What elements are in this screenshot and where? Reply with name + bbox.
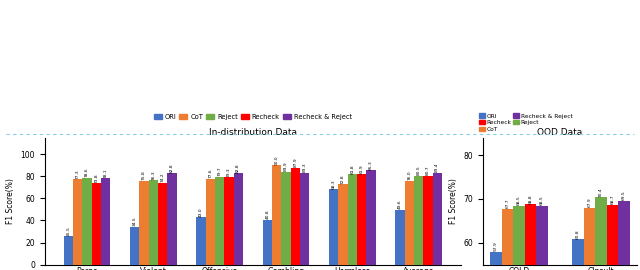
Text: 90.0: 90.0	[275, 155, 278, 165]
Bar	[167, 173, 177, 265]
Text: 76.0: 76.0	[408, 171, 412, 180]
Text: 78.1: 78.1	[104, 168, 108, 178]
Text: 67.7: 67.7	[506, 199, 509, 208]
Text: 43.0: 43.0	[199, 207, 203, 217]
Text: 87.9: 87.9	[293, 157, 297, 167]
Text: 68.7: 68.7	[611, 194, 614, 204]
Text: 79.3: 79.3	[227, 167, 231, 177]
Bar	[282, 172, 291, 265]
Bar	[490, 252, 502, 270]
Bar	[572, 239, 584, 270]
Text: 82.8: 82.8	[236, 163, 240, 173]
Text: 79.7: 79.7	[218, 167, 221, 176]
Bar	[357, 174, 366, 265]
Bar	[536, 205, 548, 270]
Legend: ORI, Recheck, CoT, Recheck & Reject, Reject: ORI, Recheck, CoT, Recheck & Reject, Rej…	[479, 113, 573, 133]
Bar	[234, 173, 243, 265]
Text: 81.8: 81.8	[350, 164, 355, 174]
Text: 80.7: 80.7	[426, 165, 430, 175]
Text: 70.4: 70.4	[599, 187, 603, 197]
Bar	[272, 165, 282, 265]
Text: 60.8: 60.8	[576, 229, 580, 239]
Title: In-distribution Data: In-distribution Data	[209, 128, 297, 137]
Text: 82.8: 82.8	[170, 163, 174, 173]
Y-axis label: F1 Score(%): F1 Score(%)	[6, 178, 15, 224]
Text: 73.8: 73.8	[94, 173, 98, 183]
Text: 68.8: 68.8	[529, 194, 532, 204]
Text: 68.5: 68.5	[540, 195, 544, 205]
Text: 77.3: 77.3	[76, 169, 79, 179]
Text: 49.6: 49.6	[398, 200, 402, 209]
Bar	[130, 227, 140, 265]
Bar	[348, 174, 357, 265]
Legend: ORI, CoT, Reject, Recheck, Recheck & Reject: ORI, CoT, Reject, Recheck, Recheck & Rej…	[153, 113, 353, 120]
Bar	[158, 183, 167, 265]
Text: 74.2: 74.2	[161, 173, 164, 182]
Bar	[140, 181, 148, 265]
Text: 67.9: 67.9	[588, 198, 591, 207]
Bar	[584, 208, 595, 270]
Bar	[329, 189, 339, 265]
Bar	[595, 197, 607, 270]
Bar	[525, 204, 536, 270]
Text: 83.9: 83.9	[284, 162, 288, 171]
Text: 57.9: 57.9	[494, 241, 498, 251]
Text: 25.5: 25.5	[67, 226, 70, 236]
Text: 40.8: 40.8	[266, 210, 269, 219]
Bar	[502, 209, 513, 270]
Text: 85.3: 85.3	[369, 160, 373, 170]
Text: 78.6: 78.6	[85, 168, 89, 177]
Text: 68.5: 68.5	[517, 195, 521, 205]
Bar	[101, 178, 110, 265]
Bar	[263, 220, 272, 265]
Text: 83.4: 83.4	[435, 162, 439, 172]
Bar	[73, 179, 83, 265]
Text: 80.5: 80.5	[417, 166, 420, 175]
Bar	[92, 183, 101, 265]
Bar	[366, 170, 376, 265]
Bar	[339, 184, 348, 265]
Y-axis label: F1 Score(%): F1 Score(%)	[449, 178, 458, 224]
Bar	[224, 177, 234, 265]
Bar	[423, 176, 433, 265]
Bar	[414, 176, 423, 265]
Text: 83.3: 83.3	[303, 163, 307, 172]
Text: 75.8: 75.8	[142, 171, 146, 180]
Text: 69.5: 69.5	[622, 191, 626, 201]
Bar	[215, 177, 224, 265]
Bar	[618, 201, 630, 270]
Text: 34.5: 34.5	[132, 216, 137, 226]
Bar	[300, 173, 309, 265]
Bar	[607, 205, 618, 270]
Bar	[404, 181, 414, 265]
Bar	[148, 180, 158, 265]
Bar	[513, 205, 525, 270]
Bar	[433, 173, 442, 265]
Text: 77.6: 77.6	[209, 169, 212, 178]
Bar	[205, 179, 215, 265]
Bar	[396, 210, 404, 265]
Text: 76.3: 76.3	[151, 170, 156, 180]
Text: 68.3: 68.3	[332, 179, 336, 189]
Text: 72.8: 72.8	[341, 174, 345, 184]
Bar	[83, 178, 92, 265]
Title: OOD Data: OOD Data	[538, 128, 582, 137]
Bar	[291, 168, 300, 265]
Bar	[64, 237, 73, 265]
Text: 81.9: 81.9	[360, 164, 364, 174]
Bar	[196, 217, 205, 265]
